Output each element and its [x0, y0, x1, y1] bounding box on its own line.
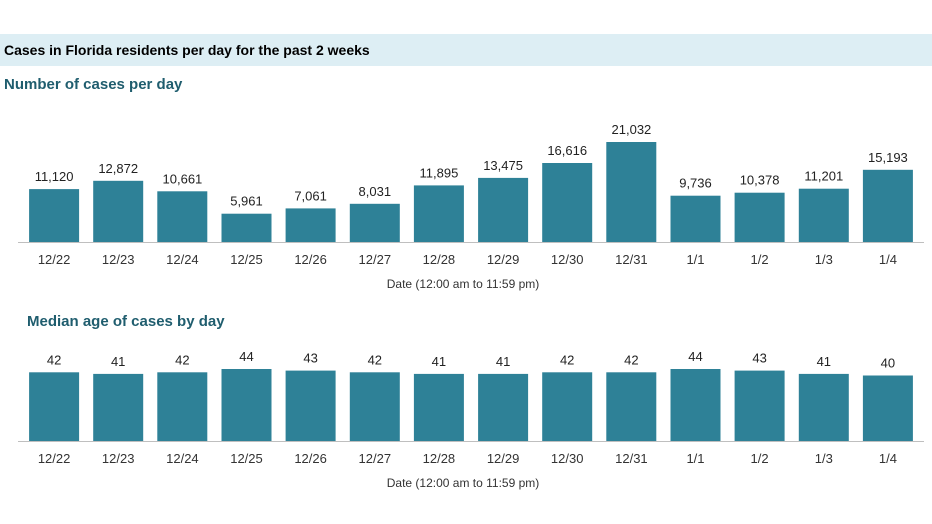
x-tick-label: 1/3	[815, 252, 833, 267]
data-label: 11,895	[420, 165, 459, 180]
x-tick-label: 12/25	[230, 252, 263, 267]
x-tick-label: 12/30	[551, 451, 584, 466]
bar-12-23	[93, 373, 144, 441]
x-tick-label: 1/4	[879, 252, 897, 267]
data-label: 42	[175, 352, 189, 367]
x-tick-label: 12/22	[38, 252, 71, 267]
bar-12-31	[606, 372, 657, 441]
bar-12-27	[349, 372, 400, 441]
data-label: 10,661	[163, 171, 203, 186]
x-tick-label: 12/27	[359, 252, 392, 267]
bar-12-23	[93, 180, 144, 242]
data-label: 44	[239, 349, 253, 364]
bar-12-26	[285, 370, 336, 441]
x-tick-label: 12/25	[230, 451, 263, 466]
data-label: 41	[432, 354, 446, 369]
x-tick-label: 12/29	[487, 451, 520, 466]
data-label: 42	[624, 352, 638, 367]
data-label: 41	[817, 354, 831, 369]
data-label: 43	[303, 351, 317, 366]
bar-12-24	[157, 372, 208, 441]
x-tick-label: 12/24	[166, 252, 199, 267]
cases-chart-title: Number of cases per day	[4, 76, 183, 93]
x-tick-label: 12/23	[102, 451, 135, 466]
data-label: 9,736	[679, 176, 712, 191]
data-label: 11,201	[804, 169, 843, 184]
x-tick-label: 12/27	[359, 451, 392, 466]
data-label: 12,872	[98, 161, 138, 176]
x-tick-label: 12/31	[615, 252, 648, 267]
bar-12-30	[542, 372, 593, 441]
x-tick-label: 12/26	[294, 252, 327, 267]
x-tick-label: 1/2	[751, 451, 769, 466]
data-label: 41	[111, 354, 125, 369]
x-tick-label: 1/1	[686, 252, 704, 267]
bar-12-28	[413, 373, 464, 441]
x-tick-label: 12/23	[102, 252, 135, 267]
bar-12-29	[478, 373, 529, 441]
data-label: 13,475	[483, 158, 523, 173]
age-chart-title: Median age of cases by day	[27, 313, 225, 330]
x-tick-label: 1/2	[751, 252, 769, 267]
bar-1-4	[862, 375, 913, 441]
data-label: 44	[688, 349, 702, 364]
page-title: Cases in Florida residents per day for t…	[4, 42, 370, 58]
x-tick-label: 12/26	[294, 451, 327, 466]
bar-1-2	[734, 192, 785, 242]
data-label: 42	[368, 352, 382, 367]
bar-1-4	[862, 169, 913, 242]
data-label: 40	[881, 356, 895, 371]
data-label: 42	[47, 352, 61, 367]
data-label: 10,378	[740, 173, 780, 188]
x-axis-title: Date (12:00 am to 11:59 pm)	[387, 476, 540, 490]
data-label: 5,961	[230, 194, 263, 209]
x-tick-label: 12/28	[423, 451, 456, 466]
data-label: 11,120	[35, 169, 74, 184]
data-label: 21,032	[612, 122, 652, 137]
x-tick-label: 1/3	[815, 451, 833, 466]
bar-12-25	[221, 369, 272, 441]
bar-1-1	[670, 369, 721, 441]
bar-12-24	[157, 191, 208, 242]
data-label: 42	[560, 352, 574, 367]
data-label: 15,193	[868, 150, 908, 165]
x-tick-label: 12/28	[423, 252, 456, 267]
x-tick-label: 12/30	[551, 252, 584, 267]
data-label: 16,616	[547, 143, 587, 158]
bar-12-27	[349, 203, 400, 242]
x-tick-label: 12/22	[38, 451, 71, 466]
x-axis-title: Date (12:00 am to 11:59 pm)	[387, 277, 540, 291]
bar-12-28	[413, 185, 464, 242]
bar-12-22	[29, 189, 80, 242]
bar-12-31	[606, 142, 657, 242]
header-bar: Cases in Florida residents per day for t…	[0, 34, 932, 66]
bar-1-2	[734, 370, 785, 441]
x-tick-label: 12/31	[615, 451, 648, 466]
x-tick-label: 12/29	[487, 252, 520, 267]
bar-1-1	[670, 195, 721, 242]
bar-12-26	[285, 208, 336, 242]
data-label: 41	[496, 354, 510, 369]
data-label: 43	[752, 351, 766, 366]
data-label: 7,061	[294, 188, 327, 203]
bar-12-29	[478, 177, 529, 242]
x-tick-label: 1/1	[686, 451, 704, 466]
bar-1-3	[798, 188, 849, 242]
bar-12-30	[542, 163, 593, 242]
data-label: 8,031	[359, 184, 392, 199]
bar-12-22	[29, 372, 80, 441]
x-tick-label: 12/24	[166, 451, 199, 466]
x-tick-label: 1/4	[879, 451, 897, 466]
bar-1-3	[798, 373, 849, 441]
bar-12-25	[221, 213, 272, 242]
